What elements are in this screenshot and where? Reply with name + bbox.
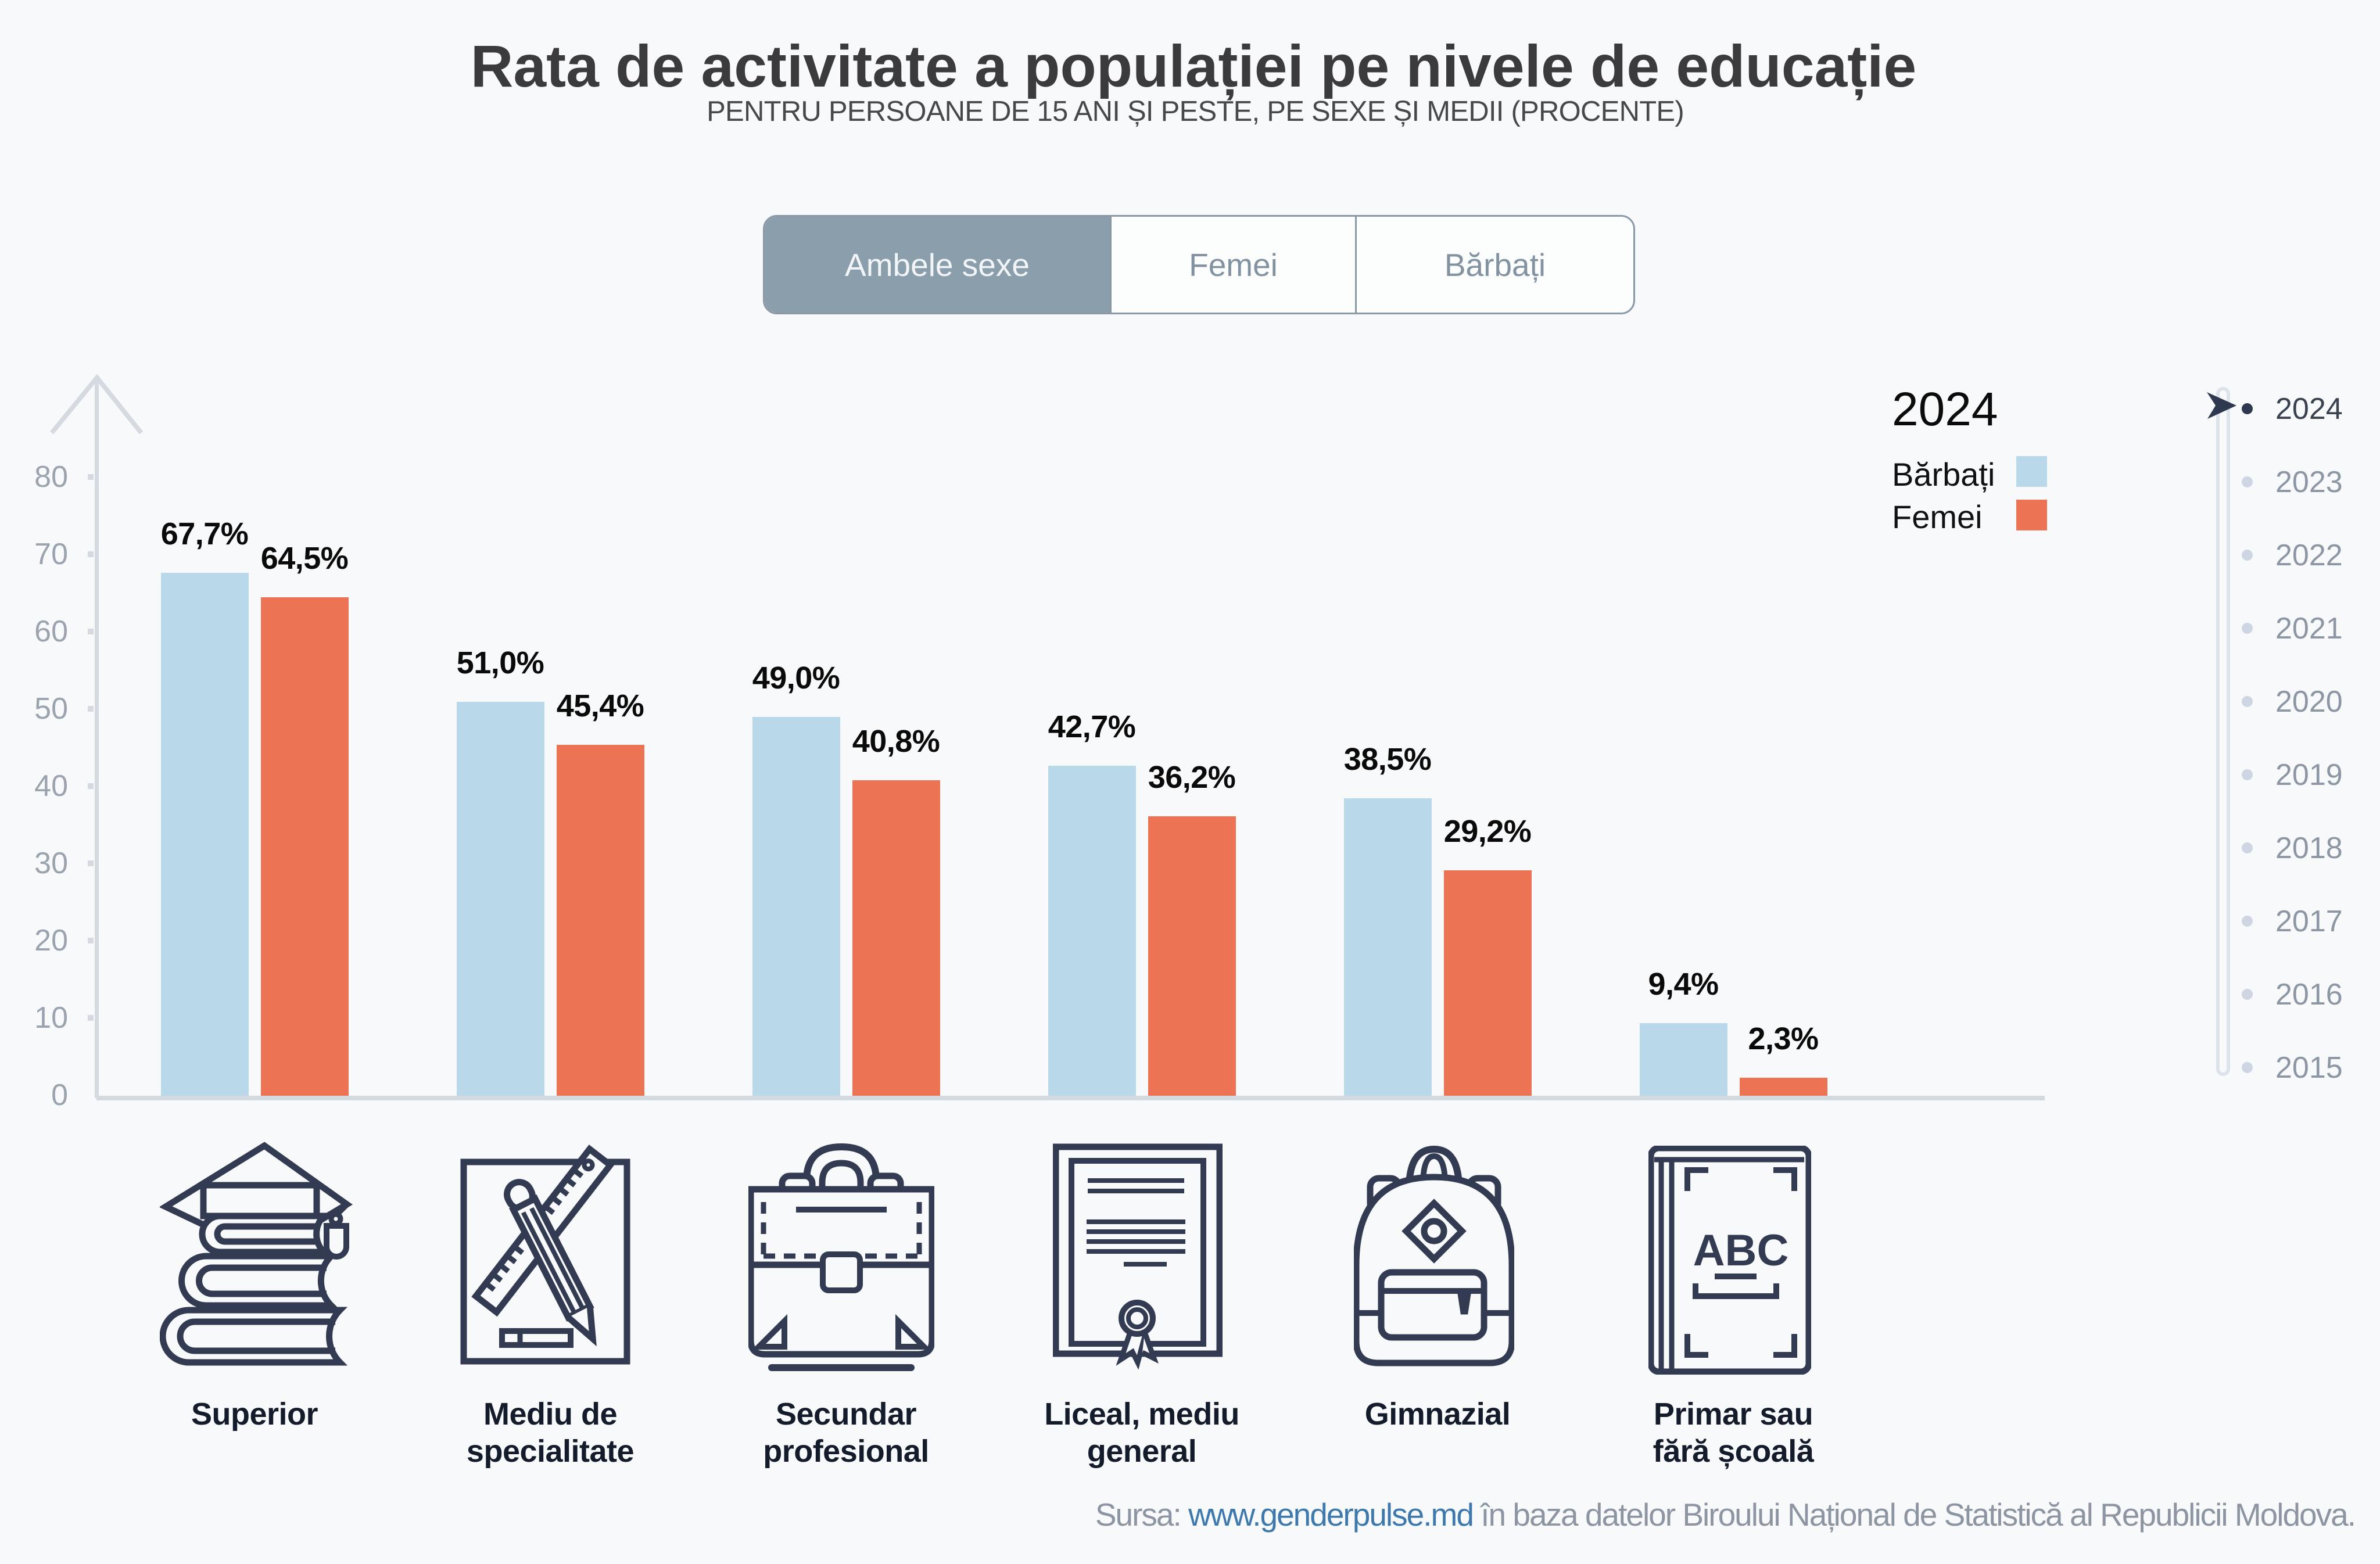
svg-text:ABC: ABC	[1693, 1226, 1789, 1275]
